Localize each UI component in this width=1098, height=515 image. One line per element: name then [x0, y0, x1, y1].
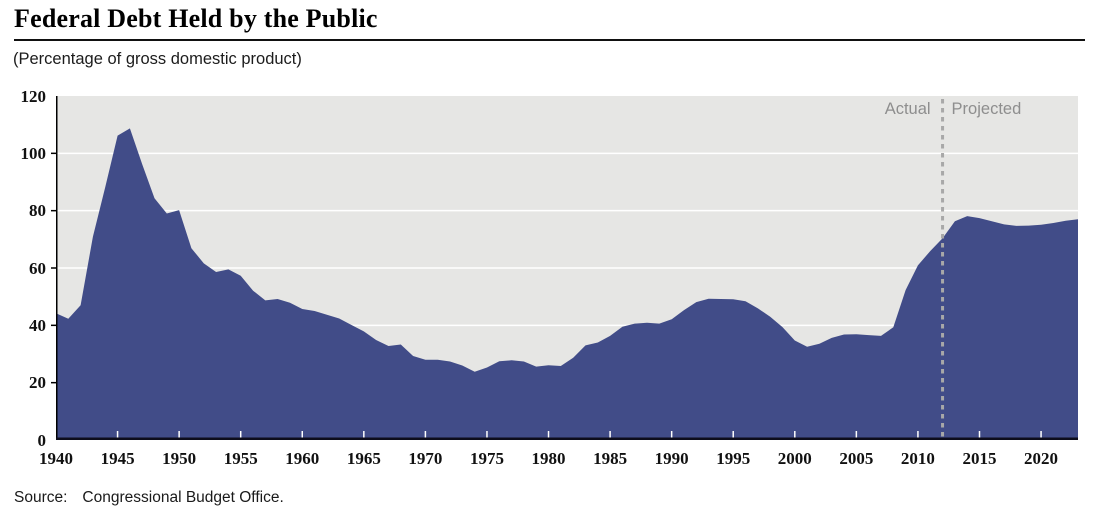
y-tick-label: 40: [29, 315, 46, 335]
source-line: Source: Congressional Budget Office.: [14, 489, 284, 507]
x-tick-label: 1945: [100, 449, 135, 468]
y-tick-label: 60: [29, 258, 46, 278]
source-text: Congressional Budget Office.: [82, 489, 284, 506]
title-rule: [14, 39, 1085, 41]
x-tick-label: 1955: [223, 449, 258, 468]
x-tick-label: 1975: [469, 449, 504, 468]
x-tick-label: 1970: [408, 449, 443, 468]
x-tick-label: 2000: [777, 449, 812, 468]
x-tick-label: 1980: [531, 449, 566, 468]
x-tick-label: 2010: [900, 449, 935, 468]
plot-area: [51, 96, 1078, 440]
actual-label: Actual: [884, 100, 931, 118]
area-chart-svg: [51, 96, 1078, 440]
area-series: [56, 128, 1078, 440]
x-tick-label: 2005: [839, 449, 874, 468]
x-tick-label: 1965: [346, 449, 381, 468]
y-tick-label: 20: [29, 373, 46, 393]
chart-title: Federal Debt Held by the Public: [14, 4, 378, 33]
x-tick-label: 1985: [593, 449, 628, 468]
x-tick-label: 1950: [162, 449, 197, 468]
x-tick-label: 1990: [654, 449, 689, 468]
y-tick-label: 0: [37, 430, 47, 450]
source-label: Source:: [14, 489, 68, 506]
projected-label: Projected: [951, 100, 1022, 118]
x-tick-label: 2020: [1024, 449, 1059, 468]
chart-subtitle: (Percentage of gross domestic product): [13, 50, 302, 68]
x-tick-label: 1960: [285, 449, 320, 468]
x-tick-label: 1995: [716, 449, 751, 468]
y-tick-label: 100: [20, 143, 47, 163]
x-tick-label: 1940: [39, 449, 73, 468]
y-tick-label: 120: [20, 86, 47, 106]
x-tick-label: 2015: [962, 449, 997, 468]
y-tick-label: 80: [29, 201, 46, 221]
